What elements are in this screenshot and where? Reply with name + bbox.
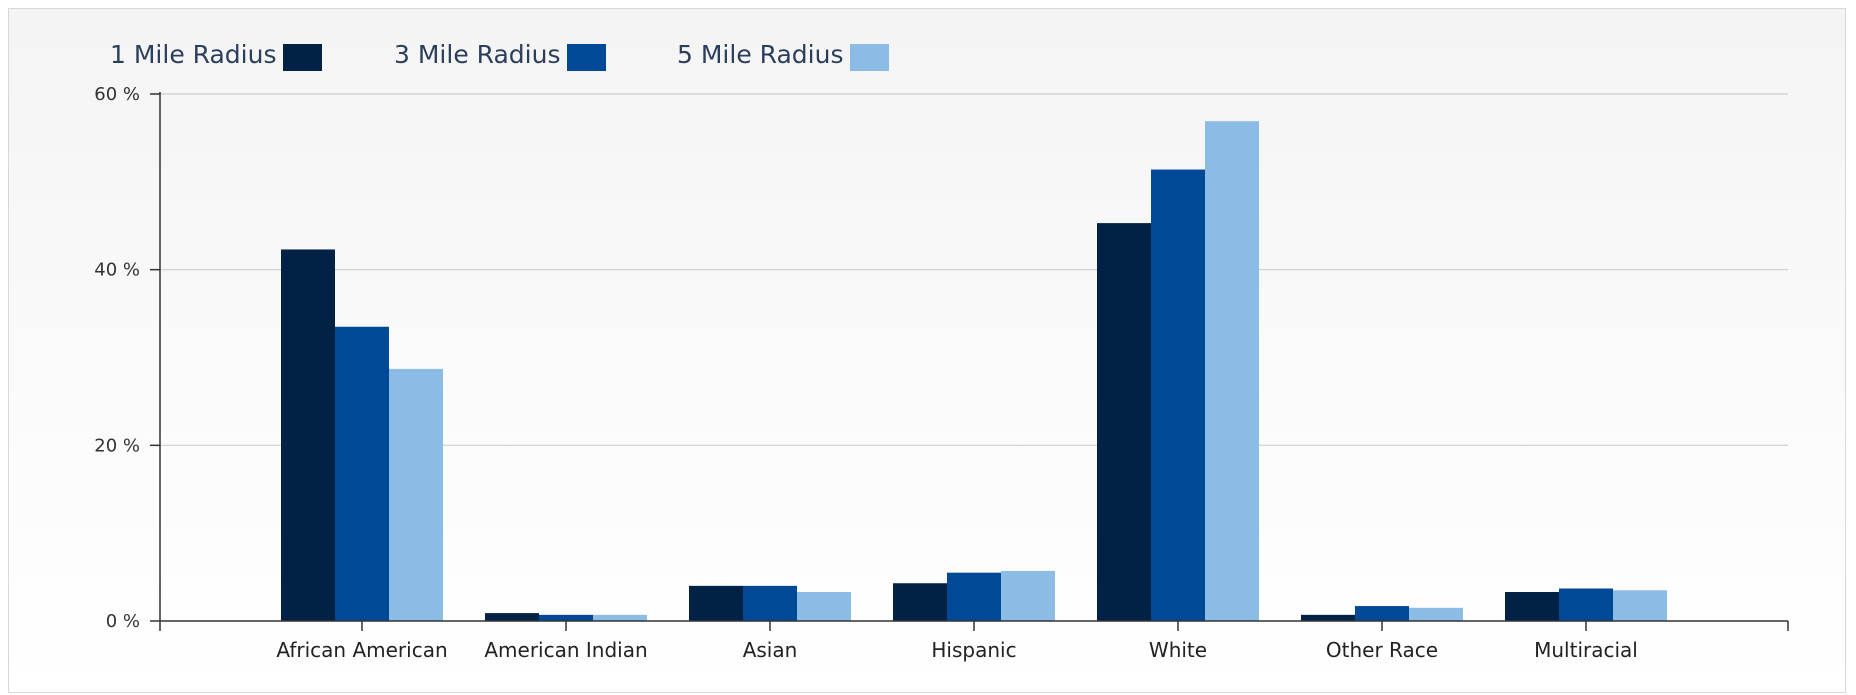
x-tick-label: White <box>1149 638 1207 662</box>
legend-swatch <box>567 44 606 71</box>
bar <box>1355 606 1409 621</box>
bar <box>1505 592 1559 621</box>
x-tick-label: Asian <box>743 638 798 662</box>
bar <box>1097 223 1151 622</box>
x-tick-label: Multiracial <box>1534 638 1638 662</box>
x-tick-label: American Indian <box>484 638 647 662</box>
y-tick-label: 40 % <box>94 260 140 281</box>
bar <box>1001 570 1055 621</box>
bar <box>1409 607 1463 621</box>
bar <box>539 614 593 621</box>
y-tick-label: 0 % <box>106 611 140 632</box>
legend-swatch <box>283 44 322 71</box>
bar <box>1151 169 1205 621</box>
bar <box>743 585 797 621</box>
bar <box>797 592 851 621</box>
bar <box>1613 590 1667 621</box>
x-tick-label: Other Race <box>1326 638 1438 662</box>
legend-label: 1 Mile Radius <box>110 40 276 69</box>
bar <box>1559 588 1613 621</box>
bar <box>689 585 743 621</box>
bar <box>1205 121 1259 621</box>
x-tick-label: African American <box>276 638 447 662</box>
bar <box>335 326 389 621</box>
x-tick-label: Hispanic <box>931 638 1016 662</box>
bar <box>389 368 443 621</box>
bar <box>1301 614 1355 621</box>
legend-label: 3 Mile Radius <box>394 40 560 69</box>
bar <box>281 249 335 621</box>
legend-label: 5 Mile Radius <box>677 40 843 69</box>
y-tick-label: 60 % <box>94 84 140 105</box>
bar <box>485 613 539 621</box>
legend-swatch <box>850 44 889 71</box>
bars <box>281 121 1667 622</box>
y-axis-ticks: 0 % 20 % 40 % 60 % <box>94 84 160 632</box>
legend: 1 Mile Radius 3 Mile Radius 5 Mile Radius <box>110 40 889 71</box>
bar <box>593 614 647 621</box>
y-tick-label: 20 % <box>94 435 140 456</box>
x-axis-ticks: African American American Indian Asian Hisp… <box>276 621 1638 662</box>
bar <box>947 572 1001 621</box>
bar <box>893 583 947 621</box>
